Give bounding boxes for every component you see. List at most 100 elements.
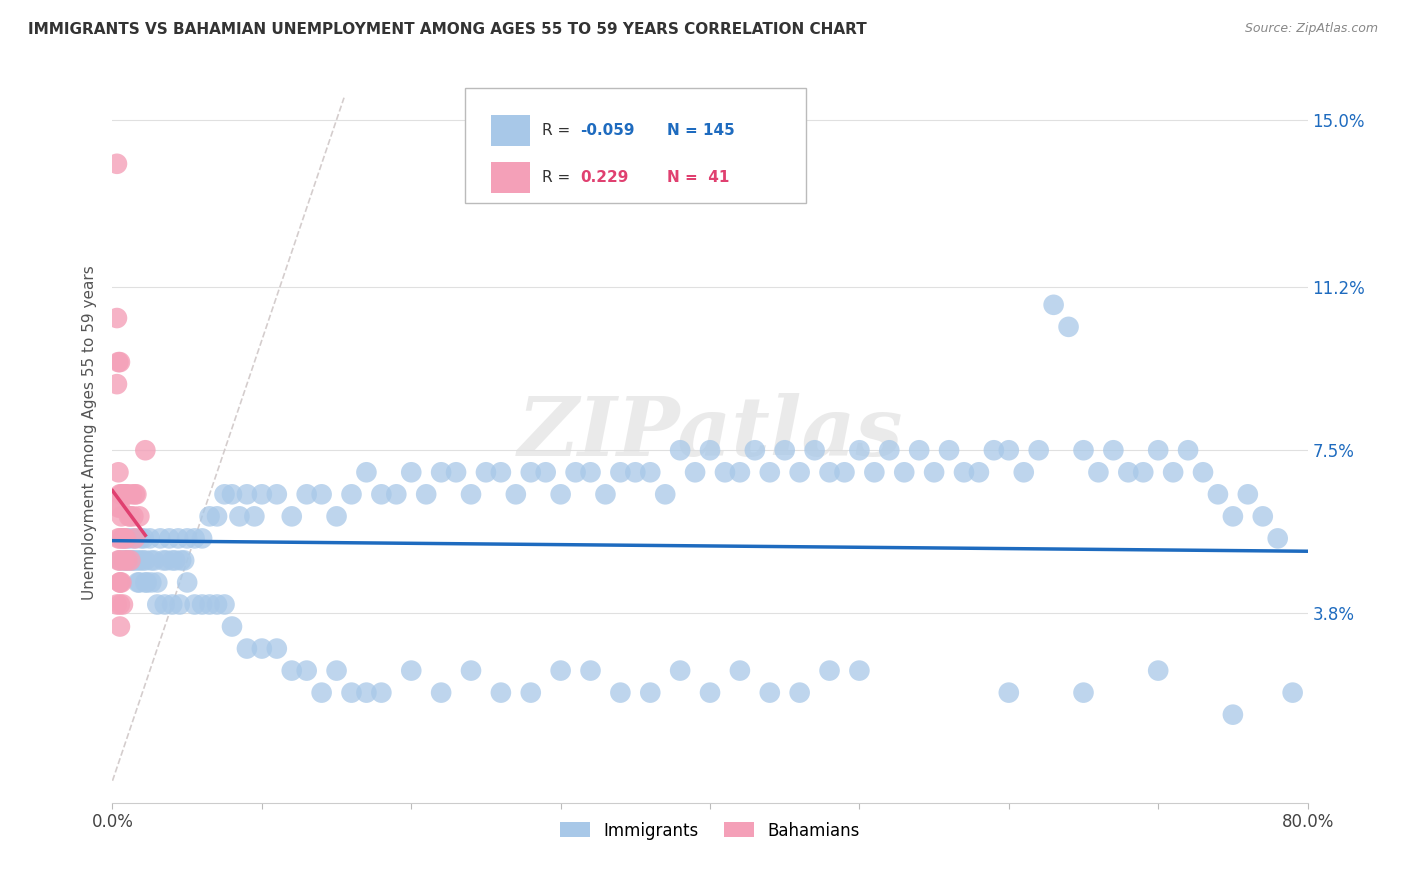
Point bbox=[108, 532, 131, 546]
Point bbox=[818, 465, 841, 479]
Point bbox=[173, 553, 195, 567]
Point bbox=[162, 598, 183, 612]
Point bbox=[744, 443, 766, 458]
Text: N =  41: N = 41 bbox=[666, 170, 730, 186]
Point bbox=[108, 553, 131, 567]
Point bbox=[1251, 509, 1274, 524]
Point bbox=[475, 465, 498, 479]
Point bbox=[579, 465, 602, 479]
Point bbox=[105, 157, 128, 171]
Point bbox=[205, 509, 228, 524]
Y-axis label: Unemployment Among Ages 55 to 59 years: Unemployment Among Ages 55 to 59 years bbox=[82, 265, 97, 600]
Point bbox=[114, 532, 135, 546]
Point bbox=[105, 377, 128, 392]
Point bbox=[266, 487, 288, 501]
Point bbox=[107, 532, 129, 546]
Point bbox=[1012, 465, 1035, 479]
Point bbox=[114, 553, 135, 567]
Bar bbox=[491, 115, 530, 146]
Point bbox=[120, 509, 142, 524]
Point bbox=[609, 465, 631, 479]
Point bbox=[191, 598, 214, 612]
Point bbox=[1281, 685, 1303, 699]
Point bbox=[789, 465, 811, 479]
Point bbox=[460, 664, 482, 678]
Point bbox=[609, 685, 631, 699]
Point bbox=[117, 532, 139, 546]
Point bbox=[759, 465, 782, 479]
Point bbox=[125, 487, 148, 501]
Point bbox=[714, 465, 737, 479]
Point bbox=[111, 532, 134, 546]
Point bbox=[1192, 465, 1215, 479]
Point bbox=[146, 598, 169, 612]
Point bbox=[834, 465, 856, 479]
Point bbox=[115, 553, 138, 567]
Point bbox=[118, 553, 141, 567]
Point bbox=[848, 664, 870, 678]
Point bbox=[640, 465, 662, 479]
Point bbox=[228, 509, 250, 524]
Point bbox=[879, 443, 901, 458]
Point bbox=[550, 664, 572, 678]
Point bbox=[430, 465, 453, 479]
Point bbox=[489, 465, 512, 479]
Point bbox=[108, 500, 131, 515]
Point bbox=[295, 487, 318, 501]
Point bbox=[124, 487, 146, 501]
Point bbox=[121, 487, 143, 501]
Point bbox=[1222, 509, 1244, 524]
Point bbox=[108, 575, 131, 590]
Point bbox=[325, 509, 347, 524]
Point bbox=[281, 509, 304, 524]
Point bbox=[107, 553, 129, 567]
Point bbox=[105, 311, 128, 326]
Point bbox=[534, 465, 557, 479]
Point bbox=[128, 509, 150, 524]
Point bbox=[128, 553, 150, 567]
Point bbox=[108, 487, 131, 501]
Bar bbox=[491, 162, 530, 194]
Point bbox=[401, 465, 423, 479]
Text: -0.059: -0.059 bbox=[579, 123, 634, 138]
Point bbox=[121, 553, 143, 567]
Point bbox=[595, 487, 617, 501]
Point bbox=[340, 487, 363, 501]
Point bbox=[128, 575, 150, 590]
Point bbox=[250, 641, 273, 656]
Point bbox=[505, 487, 527, 501]
Point bbox=[198, 598, 221, 612]
Point bbox=[114, 487, 135, 501]
Point bbox=[250, 487, 273, 501]
Point bbox=[162, 553, 183, 567]
Point bbox=[110, 509, 132, 524]
Point bbox=[157, 532, 180, 546]
Point bbox=[122, 553, 145, 567]
Point bbox=[124, 532, 146, 546]
Point bbox=[107, 500, 129, 515]
Point bbox=[1102, 443, 1125, 458]
Point bbox=[111, 532, 134, 546]
Point bbox=[120, 532, 142, 546]
Point bbox=[141, 553, 163, 567]
Point bbox=[236, 487, 259, 501]
Point bbox=[111, 598, 134, 612]
Point bbox=[1267, 532, 1289, 546]
Point bbox=[967, 465, 990, 479]
Point bbox=[654, 487, 676, 501]
Point bbox=[385, 487, 408, 501]
Text: IMMIGRANTS VS BAHAMIAN UNEMPLOYMENT AMONG AGES 55 TO 59 YEARS CORRELATION CHART: IMMIGRANTS VS BAHAMIAN UNEMPLOYMENT AMON… bbox=[28, 22, 868, 37]
Point bbox=[1147, 443, 1170, 458]
Point bbox=[325, 664, 347, 678]
Point bbox=[221, 487, 243, 501]
Point bbox=[153, 598, 176, 612]
Point bbox=[1132, 465, 1154, 479]
Point bbox=[953, 465, 976, 479]
Point bbox=[108, 575, 131, 590]
Point bbox=[818, 664, 841, 678]
Point bbox=[115, 487, 138, 501]
Point bbox=[1222, 707, 1244, 722]
Point bbox=[370, 685, 392, 699]
Point bbox=[998, 443, 1021, 458]
Point bbox=[848, 443, 870, 458]
